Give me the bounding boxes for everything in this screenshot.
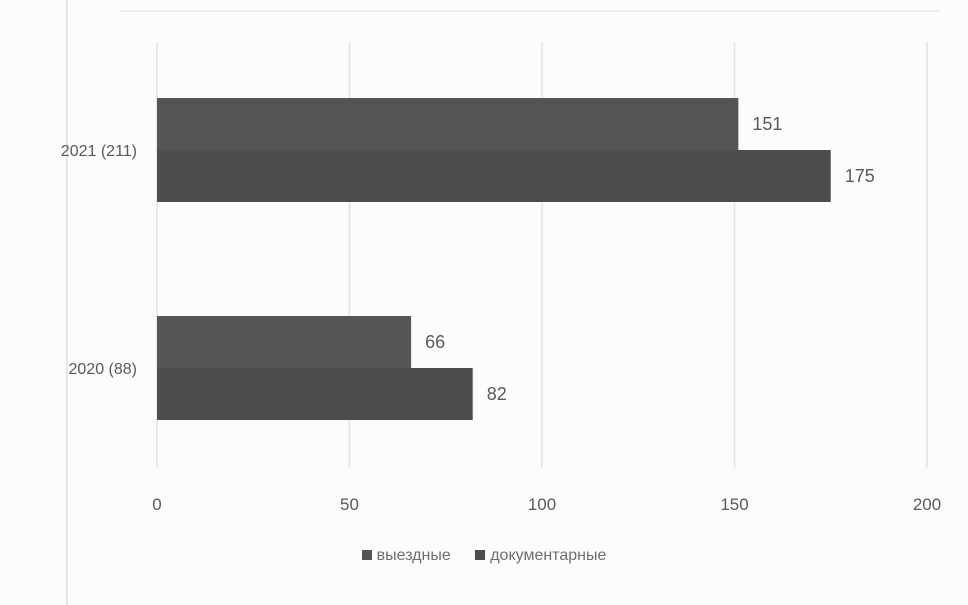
frame-top-edge — [120, 10, 940, 12]
legend-label-series-2: документарные — [490, 547, 607, 564]
category-label: 2021 (211) — [61, 143, 137, 160]
x-tick-label: 0 — [152, 495, 161, 514]
bar-2 — [157, 368, 473, 420]
data-label: 82 — [487, 384, 507, 404]
legend-item-series-1: выездные — [361, 547, 451, 565]
x-tick-label: 200 — [913, 495, 941, 514]
legend-item-series-2: документарные — [475, 547, 606, 565]
x-tick-label: 50 — [340, 495, 359, 514]
legend: выездные документарные — [0, 547, 968, 565]
legend-label-series-1: выездные — [376, 547, 451, 564]
x-tick-label: 150 — [720, 495, 748, 514]
bar-1 — [157, 98, 739, 150]
data-label: 175 — [845, 166, 875, 186]
legend-swatch-series-2 — [475, 550, 486, 560]
frame-left-edge — [66, 0, 68, 605]
category-label: 2020 (88) — [69, 361, 138, 378]
bar-2 — [157, 150, 831, 202]
data-label: 151 — [752, 114, 782, 134]
bar-1 — [157, 316, 412, 368]
x-tick-label: 100 — [528, 495, 556, 514]
legend-swatch-series-1 — [361, 550, 372, 560]
data-label: 66 — [425, 332, 445, 352]
